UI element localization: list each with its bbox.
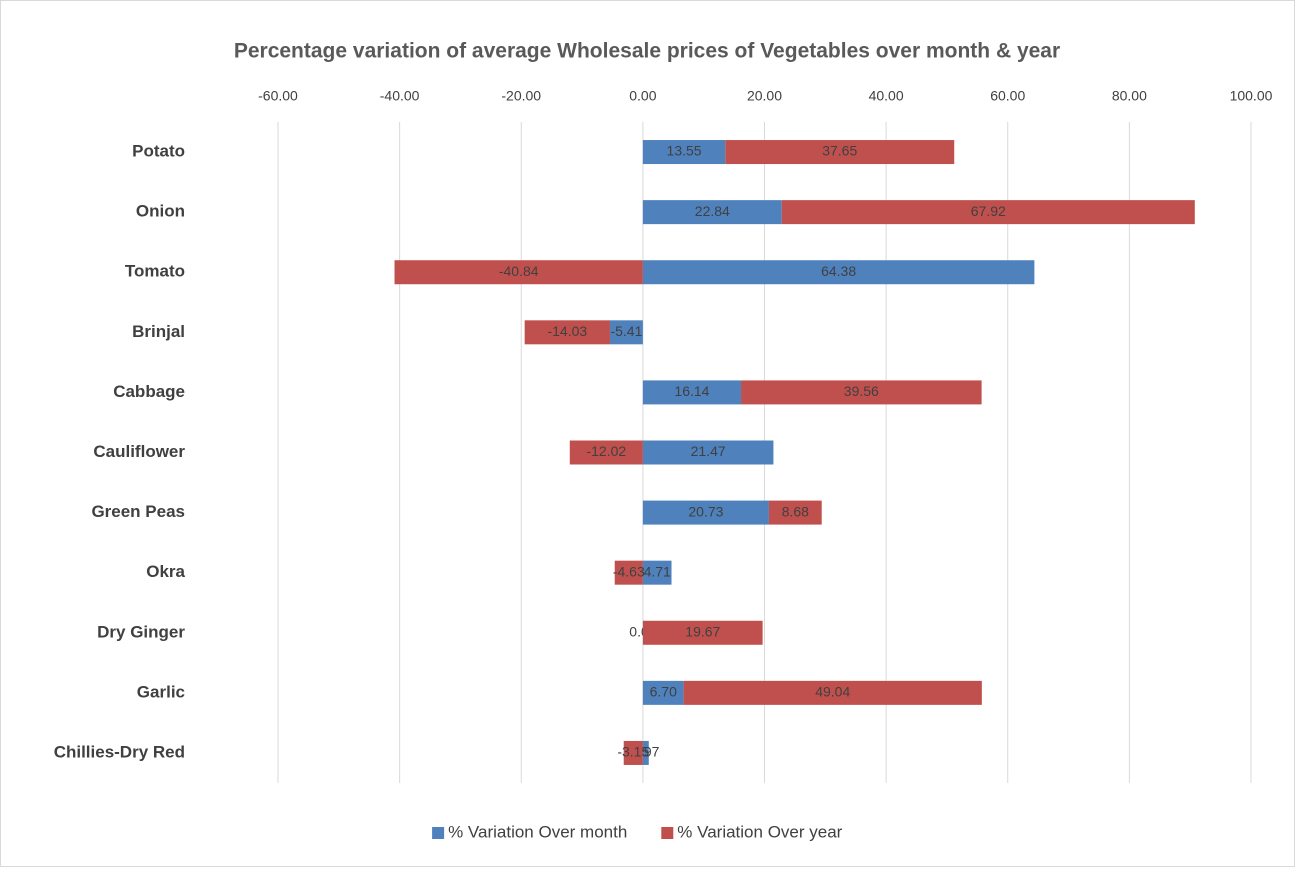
x-tick-label: 100.00 bbox=[1230, 88, 1273, 104]
data-label: 19.67 bbox=[685, 623, 720, 639]
x-tick-label: -40.00 bbox=[380, 88, 420, 104]
data-label: 22.84 bbox=[695, 203, 730, 219]
y-tick-label: Cauliflower bbox=[93, 442, 185, 461]
legend-label: % Variation Over year bbox=[677, 822, 842, 841]
chart-title: Percentage variation of average Wholesal… bbox=[234, 40, 1060, 63]
y-tick-label: Cabbage bbox=[113, 382, 185, 401]
data-label: 21.47 bbox=[691, 443, 726, 459]
data-label: 39.56 bbox=[844, 383, 879, 399]
x-tick-label: 0.00 bbox=[629, 88, 656, 104]
data-label: 67.92 bbox=[971, 203, 1006, 219]
y-tick-label: Okra bbox=[146, 562, 185, 581]
legend-swatch bbox=[432, 827, 444, 839]
data-label: -40.84 bbox=[499, 263, 539, 279]
legend-swatch bbox=[661, 827, 673, 839]
data-label: 49.04 bbox=[815, 684, 850, 700]
data-label: 64.38 bbox=[821, 263, 856, 279]
data-label: 37.65 bbox=[822, 143, 857, 159]
y-tick-label: Potato bbox=[132, 142, 185, 161]
y-tick-label: Brinjal bbox=[132, 322, 185, 341]
data-label: -14.03 bbox=[547, 323, 587, 339]
x-tick-label: 80.00 bbox=[1112, 88, 1147, 104]
data-label: 20.73 bbox=[688, 503, 723, 519]
y-tick-label: Tomato bbox=[125, 262, 185, 281]
data-label: -5.41 bbox=[610, 323, 642, 339]
x-tick-label: 20.00 bbox=[747, 88, 782, 104]
y-tick-label: Chillies-Dry Red bbox=[54, 742, 185, 761]
data-label: -4.63 bbox=[613, 563, 645, 579]
data-label: 4.71 bbox=[644, 563, 671, 579]
y-tick-label: Green Peas bbox=[91, 502, 185, 521]
legend-label: % Variation Over month bbox=[448, 822, 627, 841]
y-tick-label: Onion bbox=[136, 202, 185, 221]
x-tick-label: -60.00 bbox=[258, 88, 298, 104]
x-tick-label: 40.00 bbox=[869, 88, 904, 104]
y-tick-label: Dry Ginger bbox=[97, 622, 185, 641]
data-label: 13.55 bbox=[667, 143, 702, 159]
data-label: 16.14 bbox=[674, 383, 709, 399]
y-tick-label: Garlic bbox=[137, 682, 185, 701]
data-label: -12.02 bbox=[586, 443, 626, 459]
data-label: 6.70 bbox=[650, 684, 677, 700]
data-label: -3.15 bbox=[617, 744, 649, 760]
data-label: 8.68 bbox=[782, 503, 809, 519]
x-tick-label: 60.00 bbox=[990, 88, 1025, 104]
x-tick-label: -20.00 bbox=[501, 88, 541, 104]
